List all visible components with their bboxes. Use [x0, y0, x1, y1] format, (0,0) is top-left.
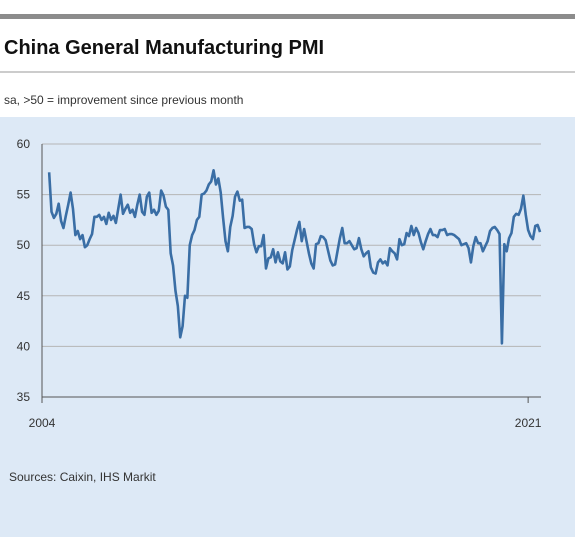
- top-rule: [0, 14, 575, 19]
- pmi-line: [47, 169, 542, 345]
- y-tick-label: 55: [17, 188, 31, 202]
- x-tick-label: 2021: [515, 416, 542, 430]
- y-tick-label: 50: [17, 238, 31, 252]
- plot-panel: [0, 117, 575, 537]
- y-tick-label: 60: [17, 137, 31, 151]
- y-tick-label: 45: [17, 289, 31, 303]
- chart-title: China General Manufacturing PMI: [4, 37, 324, 59]
- source-note: Sources: Caixin, IHS Markit: [9, 470, 156, 484]
- x-tick-label: 2004: [29, 416, 56, 430]
- y-tick-label: 40: [17, 339, 31, 353]
- y-tick-label: 35: [17, 390, 31, 404]
- chart-subtitle: sa, >50 = improvement since previous mon…: [4, 93, 243, 107]
